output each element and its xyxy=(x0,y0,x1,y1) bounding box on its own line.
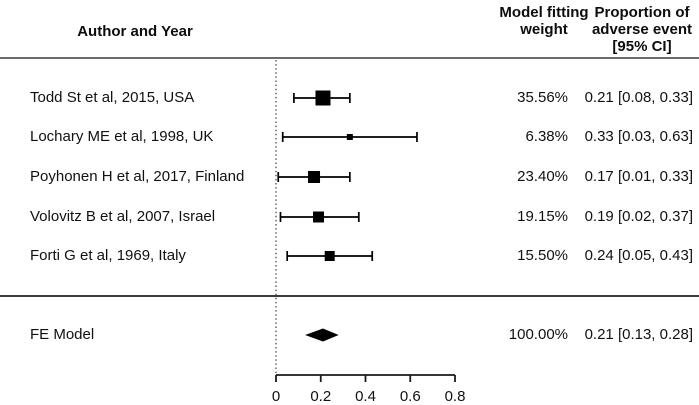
study-estimate-ci-value: 0.24 [0.05, 0.43] xyxy=(584,247,693,264)
study-author-label: Todd St et al, 2015, USA xyxy=(30,89,195,106)
summary-diamond xyxy=(305,328,339,342)
study-estimate-ci-value: 0.17 [0.01, 0.33] xyxy=(584,168,693,185)
study-estimate-ci-value: 0.21 [0.08, 0.33] xyxy=(584,89,693,106)
point-estimate-square xyxy=(346,134,353,140)
study-weight-value: 6.38% xyxy=(525,128,568,145)
study-author-label: Volovitz B et al, 2007, Israel xyxy=(30,208,216,225)
x-axis-tick-label: 0.6 xyxy=(400,388,421,405)
header-divider-rule xyxy=(0,57,699,60)
x-axis-tick-label: 0.4 xyxy=(355,388,376,405)
x-axis-tick-label: 0 xyxy=(272,388,280,405)
study-author-label: Forti G et al, 1969, Italy xyxy=(30,247,186,264)
fe-model-weight-value: 100.00% xyxy=(508,326,568,343)
model-fitting-weight-column-header: Model fitting weight xyxy=(489,4,599,38)
study-weight-value: 15.50% xyxy=(517,247,568,264)
point-estimate-square xyxy=(313,211,325,223)
proportion-header-line1: Proportion of xyxy=(594,4,690,21)
author-year-column-header: Author and Year xyxy=(77,23,193,40)
point-estimate-square xyxy=(308,171,321,183)
study-author-label: Poyhonen H et al, 2017, Finland xyxy=(30,168,245,185)
study-weight-value: 19.15% xyxy=(517,208,568,225)
study-weight-value: 23.40% xyxy=(517,168,568,185)
fe-model-label: FE Model xyxy=(30,326,95,343)
weight-header-line2: weight xyxy=(520,21,568,38)
weight-header-line1: Model fitting xyxy=(499,4,589,21)
study-author-label: Lochary ME et al, 1998, UK xyxy=(30,128,214,145)
study-estimate-ci-value: 0.33 [0.03, 0.63] xyxy=(584,128,693,145)
x-axis-tick-label: 0.8 xyxy=(445,388,466,405)
point-estimate-square xyxy=(315,90,331,106)
study-weight-value: 35.56% xyxy=(517,89,568,106)
proportion-ci-column-header: Proportion of adverse event [95% CI] xyxy=(586,4,698,55)
point-estimate-square xyxy=(324,251,335,261)
fe-model-estimate-ci-value: 0.21 [0.13, 0.28] xyxy=(584,326,693,343)
summary-divider-rule xyxy=(0,295,699,297)
x-axis-tick-label: 0.2 xyxy=(310,388,331,405)
study-estimate-ci-value: 0.19 [0.02, 0.37] xyxy=(584,208,693,225)
proportion-header-line2: adverse event xyxy=(591,21,693,38)
proportion-header-line3: [95% CI] xyxy=(612,38,672,55)
